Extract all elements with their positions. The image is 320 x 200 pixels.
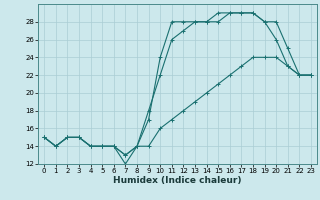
X-axis label: Humidex (Indice chaleur): Humidex (Indice chaleur) — [113, 176, 242, 185]
